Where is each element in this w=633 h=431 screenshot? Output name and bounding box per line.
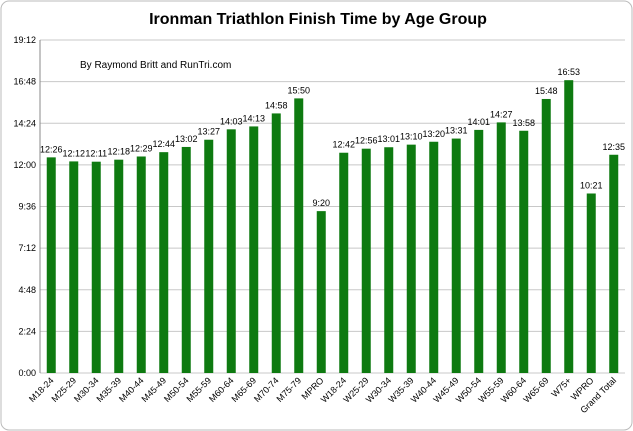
- value-label: 15:50: [287, 85, 310, 95]
- value-label: 15:48: [535, 86, 558, 96]
- bar: [361, 148, 371, 373]
- y-tick-label: 19:12: [13, 35, 36, 45]
- value-label: 12:44: [152, 139, 175, 149]
- value-label: 13:27: [197, 127, 220, 137]
- bar: [451, 138, 461, 373]
- value-label: 12:42: [332, 140, 355, 150]
- bar: [496, 122, 506, 373]
- bar: [249, 126, 259, 373]
- value-label: 13:10: [400, 132, 423, 142]
- bar: [519, 130, 529, 373]
- y-tick-label: 0:00: [18, 368, 36, 378]
- bar: [294, 98, 304, 373]
- value-label: 9:20: [312, 198, 330, 208]
- value-label: 13:01: [377, 134, 400, 144]
- value-label: 16:53: [557, 67, 580, 77]
- bar: [91, 161, 101, 373]
- value-label: 14:01: [467, 117, 490, 127]
- value-label: 13:58: [512, 118, 535, 128]
- value-label: 14:03: [220, 116, 243, 126]
- value-label: 12:11: [85, 149, 107, 159]
- value-label: 13:02: [175, 134, 198, 144]
- value-label: 12:18: [107, 147, 130, 157]
- value-label: 12:26: [40, 144, 63, 154]
- y-tick-label: 2:24: [18, 326, 36, 336]
- bar: [541, 98, 551, 373]
- bar: [316, 211, 326, 373]
- y-tick-label: 7:12: [18, 243, 36, 253]
- bar: [159, 152, 169, 373]
- bar: [474, 129, 484, 373]
- y-tick-label: 16:48: [13, 77, 36, 87]
- value-label: 12:35: [602, 142, 625, 152]
- bar: [564, 80, 574, 373]
- value-label: 13:31: [445, 126, 468, 136]
- bar: [384, 147, 394, 373]
- bar: [609, 154, 619, 373]
- bar: [46, 157, 56, 373]
- value-label: 12:29: [130, 143, 153, 153]
- bar: [271, 113, 281, 373]
- value-label: 14:58: [265, 100, 288, 110]
- value-label: 12:56: [355, 136, 378, 146]
- value-label: 14:13: [242, 113, 265, 123]
- bar: [204, 139, 214, 373]
- bar: [114, 159, 124, 373]
- chart-subtitle: By Raymond Britt and RunTri.com: [80, 60, 231, 71]
- bar: [69, 161, 79, 373]
- chart-title: Ironman Triathlon Finish Time by Age Gro…: [149, 11, 487, 28]
- y-tick-label: 9:36: [18, 202, 36, 212]
- bar: [339, 152, 349, 373]
- value-label: 14:27: [490, 109, 513, 119]
- bar: [586, 193, 596, 373]
- y-tick-label: 14:24: [13, 118, 36, 128]
- y-tick-label: 4:48: [18, 285, 36, 295]
- bar: [181, 146, 191, 373]
- bar: [226, 129, 236, 373]
- bar: [136, 156, 146, 373]
- bar: [429, 141, 439, 373]
- value-label: 12:12: [62, 148, 85, 158]
- bar: [406, 144, 416, 373]
- value-label: 13:20: [422, 129, 445, 139]
- value-label: 10:21: [580, 180, 603, 190]
- y-tick-label: 12:00: [13, 160, 36, 170]
